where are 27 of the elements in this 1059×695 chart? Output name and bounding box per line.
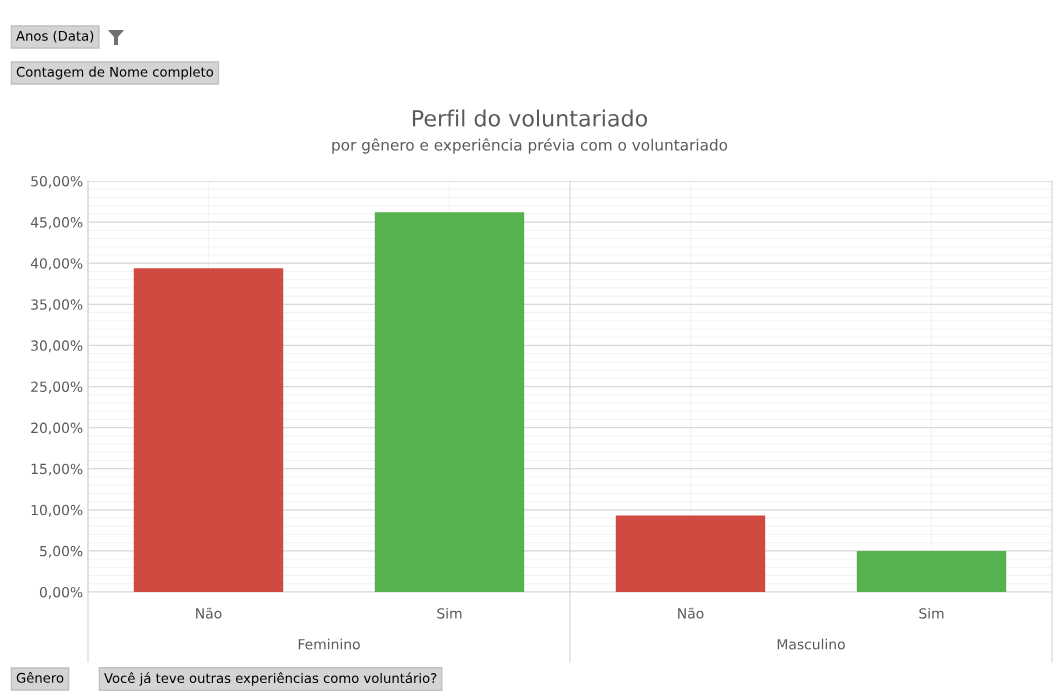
y-tick-label: 25,00% <box>31 381 83 394</box>
bar <box>133 268 284 592</box>
bar <box>856 550 1007 592</box>
x-tick-label: Sim <box>437 607 462 619</box>
x-tick-label: Sim <box>919 607 944 619</box>
y-tick-label: 5,00% <box>40 545 83 558</box>
bar <box>615 515 766 592</box>
text: Você já teve outras experiências como voluntário? <box>104 672 437 686</box>
x-tick-label: Não <box>196 607 222 619</box>
text: Anos (Data) <box>16 30 94 43</box>
chart-subtitle: por gênero e experiência prévia com o voluntariado <box>332 138 728 154</box>
y-tick-label: 45,00% <box>30 217 83 229</box>
y-tick-label: 40,00% <box>30 258 83 271</box>
y-tick-label: 35,00% <box>31 299 83 312</box>
y-tick-label: 20,00% <box>31 422 83 435</box>
text: Masculino <box>777 638 845 650</box>
y-tick-label: 10,00% <box>31 504 83 517</box>
y-tick-label: 50,00% <box>31 175 83 188</box>
bar <box>374 212 525 592</box>
y-tick-label: 30,00% <box>31 340 83 353</box>
x-tick-label: Não <box>678 607 704 619</box>
text: Gênero <box>16 672 64 683</box>
chart-title: Perfil do voluntariado <box>412 109 648 127</box>
y-tick-label: 15,00% <box>31 463 83 476</box>
text: Contagem de Nome completo <box>16 66 214 80</box>
y-tick-label: 0,00% <box>39 586 83 599</box>
text: Feminino <box>298 638 360 650</box>
